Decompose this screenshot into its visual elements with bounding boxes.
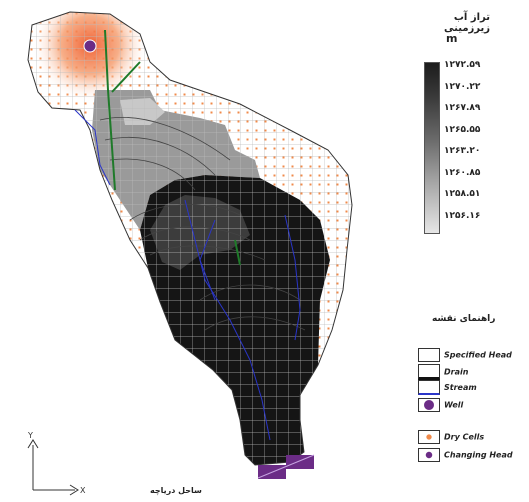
stream-lines <box>74 109 301 441</box>
legend-label: Stream <box>444 383 477 392</box>
colorbar-title: تراز آب زیرزمینی <box>444 12 490 34</box>
colorbar-tick: ۱۲۵۶.۱۶ <box>444 210 481 221</box>
drain-lines <box>104 29 241 266</box>
colorbar <box>424 62 440 234</box>
well-icon <box>83 39 97 53</box>
colorbar-tick: ۱۲۷۲.۵۹ <box>444 60 481 70</box>
legend-swatch-stream <box>418 380 440 395</box>
legend-swatch-specified <box>418 348 440 362</box>
legend-swatch-drain <box>418 364 440 380</box>
legend-item-changing: Changing Head <box>418 448 513 462</box>
changing-head-cells <box>257 454 315 479</box>
svg-text:Y: Y <box>27 431 33 440</box>
legend-swatch-changing <box>418 448 440 462</box>
colorbar-tick: ۱۲۶۵.۵۵ <box>444 124 481 135</box>
legend-label: Well <box>444 400 464 410</box>
legend-title: راهنمای نقشه <box>432 314 496 324</box>
colorbar-tick: ۱۲۶۰.۸۵ <box>444 167 481 178</box>
axis-glyph: Y X <box>27 431 86 496</box>
legend-item-dry: Dry Cells <box>418 430 484 444</box>
colorbar-tick: ۱۲۵۸.۵۱ <box>444 189 481 199</box>
legend-item-specified: Specified Head <box>418 348 512 362</box>
colorbar-tick: ۱۲۶۷.۸۹ <box>444 103 481 113</box>
legend-label: Dry Cells <box>444 432 485 442</box>
aquifer-boundary <box>27 11 353 466</box>
colorbar-unit: m <box>446 32 458 45</box>
legend-item-well: Well <box>418 398 463 412</box>
legend-label: Drain <box>444 367 469 377</box>
legend-label: Changing Head <box>444 450 513 460</box>
legend-item-stream: Stream <box>418 380 477 395</box>
colorbar-tick: ۱۲۶۳.۲۰ <box>444 146 481 156</box>
legend-label: Specified Head <box>444 350 512 360</box>
legend-item-drain: Drain <box>418 364 468 380</box>
coast-label: ساحل دریاچه <box>150 486 202 495</box>
legend-swatch-dry <box>418 430 440 444</box>
legend-swatch-well <box>418 398 440 412</box>
colorbar-tick: ۱۲۷۰.۲۲ <box>444 81 481 92</box>
svg-text:X: X <box>80 486 86 495</box>
